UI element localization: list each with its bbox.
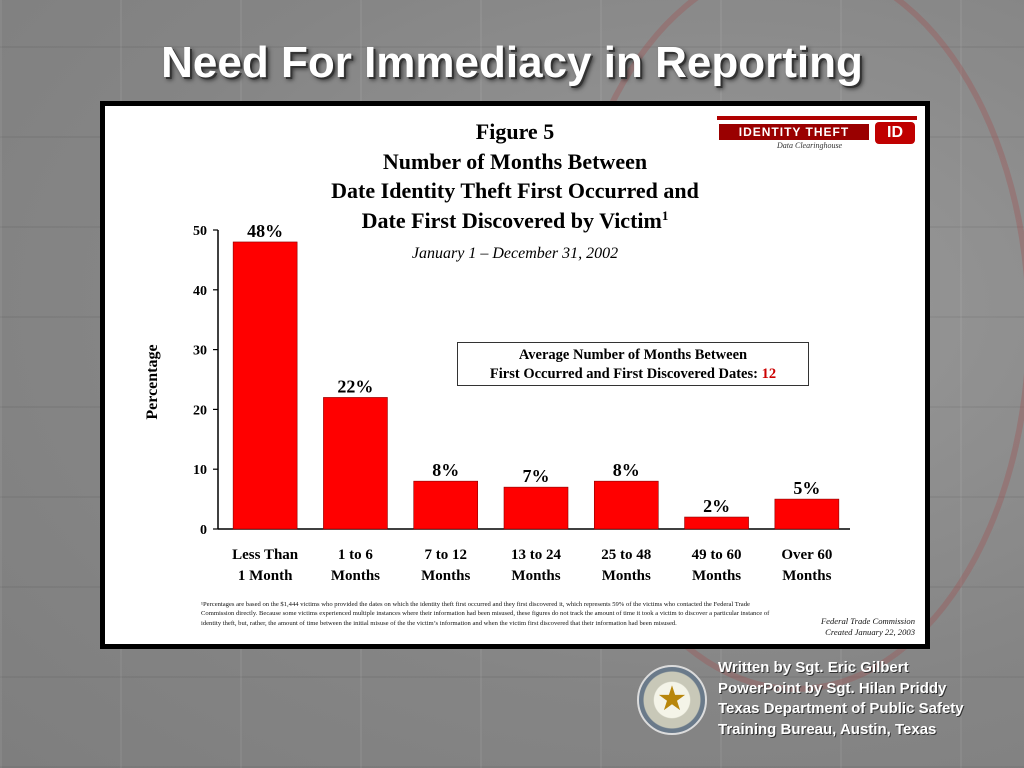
chart-title-line-1: Number of Months Between bbox=[383, 149, 647, 174]
credit-line-3: Texas Department of Public Safety bbox=[718, 700, 964, 717]
credit-line-2: PowerPoint by Sgt. Hilan Priddy bbox=[718, 679, 947, 697]
category-label: 25 to 48 bbox=[601, 547, 651, 563]
category-label: Months bbox=[692, 568, 741, 584]
identity-theft-logo: IDENTITY THEFT Data Clearinghouse ID bbox=[717, 114, 917, 150]
y-tick-label: 0 bbox=[200, 523, 207, 538]
y-tick-label: 50 bbox=[193, 224, 207, 239]
category-label: 13 to 24 bbox=[511, 547, 561, 563]
annotation-value: 12 bbox=[761, 366, 777, 382]
category-label: 1 to 6 bbox=[338, 547, 373, 563]
value-label: 8% bbox=[613, 460, 640, 480]
category-labels: Less Than 1 Month 1 to 6 Months 7 to 12 Month… bbox=[232, 547, 832, 584]
credit-line-1: Written by Sgt. Eric Gilbert bbox=[718, 659, 909, 676]
category-label: Months bbox=[331, 568, 380, 584]
value-label: 5% bbox=[793, 478, 820, 498]
chart-title-line-3: Date First Discovered by Victim1 bbox=[362, 208, 669, 233]
value-label: 48% bbox=[247, 221, 283, 241]
category-label: Over 60 bbox=[781, 547, 832, 563]
value-label: 22% bbox=[337, 376, 373, 396]
category-label: Less Than bbox=[232, 547, 299, 563]
bar bbox=[684, 516, 749, 530]
value-label: 8% bbox=[432, 460, 459, 480]
value-label: 2% bbox=[703, 496, 730, 516]
category-label: 7 to 12 bbox=[424, 547, 467, 563]
y-axis-label: Percentage bbox=[144, 344, 161, 419]
logo-subtitle: Data Clearinghouse bbox=[777, 141, 843, 150]
bar bbox=[503, 486, 569, 530]
annotation-line-1: Average Number of Months Between bbox=[518, 347, 748, 363]
chart-title-line-2: Date Identity Theft First Occurred and bbox=[331, 178, 699, 203]
star-icon: ★ bbox=[656, 680, 688, 718]
chart-source: Federal Trade Commission Created January… bbox=[765, 616, 915, 638]
y-tick-label: 20 bbox=[193, 403, 207, 418]
y-tick-label: 30 bbox=[193, 344, 207, 359]
category-label: Months bbox=[511, 568, 560, 584]
y-tick-label: 10 bbox=[193, 463, 207, 478]
source-line-2: Created January 22, 2003 bbox=[825, 627, 915, 637]
average-annotation-box: Average Number of Months Between First O… bbox=[457, 342, 809, 386]
logo-name: IDENTITY THEFT bbox=[719, 124, 869, 140]
source-line-1: Federal Trade Commission bbox=[820, 616, 915, 626]
category-label: 49 to 60 bbox=[692, 547, 742, 563]
credits: Written by Sgt. Eric Gilbert PowerPoint … bbox=[718, 658, 1018, 740]
value-labels: 48% 22% 8% 7% 8% 2% 5% bbox=[247, 221, 820, 516]
chart-subtitle: January 1 – December 31, 2002 bbox=[412, 245, 618, 262]
bars bbox=[232, 241, 840, 530]
y-tick-label: 40 bbox=[193, 284, 207, 299]
logo-bar bbox=[717, 116, 917, 120]
chart-footnote: ¹Percentages are based on the $1,444 vic… bbox=[201, 601, 770, 627]
logo-mark: ID bbox=[875, 122, 915, 144]
slide-title: Need For Immediacy in Reporting bbox=[161, 38, 863, 87]
category-label: Months bbox=[602, 568, 651, 584]
figure-label: Figure 5 bbox=[476, 119, 554, 144]
annotation-line-2-text: First Occurred and First Discovered Date… bbox=[489, 366, 758, 382]
category-label: 1 Month bbox=[238, 568, 293, 584]
bar-chart: Figure 5 Number of Months Between Date I… bbox=[144, 119, 850, 584]
bar bbox=[232, 241, 298, 530]
chart-title-line-3-text: Date First Discovered by Victim bbox=[362, 208, 662, 233]
category-label: Months bbox=[421, 568, 470, 584]
chart-title-superscript: 1 bbox=[662, 208, 669, 223]
bar bbox=[593, 480, 659, 530]
annotation-line-2: First Occurred and First Discovered Date… bbox=[458, 365, 808, 384]
bar bbox=[323, 397, 388, 530]
bar bbox=[774, 498, 840, 530]
chart-panel: IDENTITY THEFT Data Clearinghouse ID Fig… bbox=[105, 106, 925, 644]
value-label: 7% bbox=[523, 466, 550, 486]
chart-frame: IDENTITY THEFT Data Clearinghouse ID Fig… bbox=[100, 101, 930, 649]
bar bbox=[413, 480, 479, 530]
dps-seal-icon: ★ bbox=[637, 665, 707, 735]
category-label: Months bbox=[782, 568, 831, 584]
credit-line-4: Training Bureau, Austin, Texas bbox=[718, 720, 937, 738]
